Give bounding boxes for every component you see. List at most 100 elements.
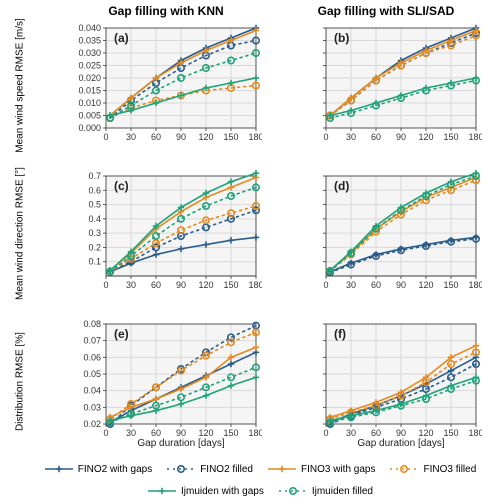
svg-text:150: 150 [443,132,458,142]
svg-text:0.1: 0.1 [88,257,101,267]
legend-item-ijm_filled: Ijmuiden filled [278,484,373,498]
svg-text:0.7: 0.7 [88,171,101,181]
y-axis-label-row0: Mean wind speed RMSE [m/s] [15,16,26,156]
svg-text:150: 150 [223,428,238,438]
svg-text:0: 0 [103,428,108,438]
svg-text:150: 150 [443,428,458,438]
column-title-knn: Gap filling with KNN [70,4,262,18]
legend-swatch-fino3_filled [389,462,419,476]
svg-text:0.03: 0.03 [83,402,101,412]
svg-text:0.040: 0.040 [78,23,101,33]
svg-text:0: 0 [103,132,108,142]
svg-text:0.04: 0.04 [83,386,101,396]
svg-text:60: 60 [371,132,381,142]
panel-f: 0 30 60 90 120 150 180 (f) Gap duration [days] [290,318,482,448]
legend-label-fino3_filled: FINO3 filled [423,464,476,475]
svg-text:90: 90 [176,132,186,142]
svg-text:60: 60 [371,428,381,438]
svg-text:(e): (e) [114,327,129,341]
legend-swatch-ijm_gaps [147,484,177,498]
y-axis-label-row1: Mean wind direction RMSE [°] [15,164,26,304]
legend-item-fino3_filled: FINO3 filled [389,462,476,476]
svg-text:60: 60 [151,280,161,290]
svg-text:30: 30 [346,132,356,142]
svg-text:0: 0 [103,280,108,290]
svg-text:(a): (a) [114,31,129,45]
svg-text:90: 90 [396,132,406,142]
panel-b: 0 30 60 90 120 150 180 (b) [290,22,482,152]
svg-text:120: 120 [418,428,433,438]
svg-text:90: 90 [396,428,406,438]
svg-text:0.02: 0.02 [83,419,101,429]
svg-text:150: 150 [443,280,458,290]
svg-text:0.020: 0.020 [78,73,101,83]
svg-text:0.08: 0.08 [83,319,101,329]
legend-swatch-ijm_filled [278,484,308,498]
panel-e: 03060901201501800.020.030.040.050.060.07… [70,318,262,448]
svg-text:30: 30 [346,280,356,290]
svg-text:(b): (b) [334,31,349,45]
legend-label-fino2_filled: FINO2 filled [200,464,253,475]
column-title-slisad: Gap filling with SLI/SAD [290,4,482,18]
legend-swatch-fino2_filled [166,462,196,476]
svg-text:(c): (c) [114,179,129,193]
legend-label-fino2_gaps: FINO2 with gaps [78,464,152,475]
svg-text:0.4: 0.4 [88,214,101,224]
legend-item-fino2_gaps: FINO2 with gaps [44,462,152,476]
svg-text:0.05: 0.05 [83,369,101,379]
panel-c: 0 30 60 90 120 150 180 0.1 0.2 0.3 0.4 0.5 0.6 0.7 (c) [70,170,262,300]
svg-text:180: 180 [468,132,482,142]
svg-text:0.06: 0.06 [83,352,101,362]
svg-text:0.000: 0.000 [78,123,101,133]
svg-text:0: 0 [323,428,328,438]
svg-text:120: 120 [198,428,213,438]
svg-text:30: 30 [126,132,136,142]
legend-label-ijm_gaps: Ijmuiden with gaps [181,486,264,497]
figure: Gap filling with KNN Gap filling with SLI… [0,0,500,504]
svg-text:150: 150 [223,280,238,290]
svg-text:0: 0 [323,132,328,142]
panel-d: 0 30 60 90 120 150 180 (d) [290,170,482,300]
legend-label-fino3_gaps: FINO3 with gaps [301,464,375,475]
svg-text:180: 180 [248,132,262,142]
svg-text:0: 0 [323,280,328,290]
svg-text:(d): (d) [334,179,349,193]
panel-a: 03060901201501800.0000.0050.0100.0150.02… [70,22,262,152]
svg-text:180: 180 [468,280,482,290]
svg-text:0.3: 0.3 [88,228,101,238]
svg-text:30: 30 [126,428,136,438]
legend-item-ijm_gaps: Ijmuiden with gaps [147,484,264,498]
svg-text:0.2: 0.2 [88,242,101,252]
legend-swatch-fino3_gaps [267,462,297,476]
svg-text:120: 120 [198,280,213,290]
svg-text:30: 30 [126,280,136,290]
legend-label-ijm_filled: Ijmuiden filled [312,486,373,497]
svg-text:0.015: 0.015 [78,86,101,96]
svg-text:90: 90 [396,280,406,290]
svg-text:120: 120 [418,132,433,142]
svg-text:0.010: 0.010 [78,98,101,108]
svg-text:180: 180 [468,428,482,438]
svg-text:Gap duration [days]: Gap duration [days] [357,438,444,448]
svg-text:60: 60 [371,280,381,290]
legend: FINO2 with gaps FINO2 filled FINO3 with ga… [40,462,480,498]
svg-text:0.030: 0.030 [78,48,101,58]
svg-text:180: 180 [248,280,262,290]
svg-text:0.5: 0.5 [88,200,101,210]
legend-item-fino3_gaps: FINO3 with gaps [267,462,375,476]
svg-text:90: 90 [176,280,186,290]
legend-swatch-fino2_gaps [44,462,74,476]
svg-text:60: 60 [151,132,161,142]
svg-text:30: 30 [346,428,356,438]
svg-text:0.035: 0.035 [78,36,101,46]
legend-item-fino2_filled: FINO2 filled [166,462,253,476]
svg-text:Gap duration [days]: Gap duration [days] [137,438,224,448]
svg-text:90: 90 [176,428,186,438]
svg-text:0.025: 0.025 [78,61,101,71]
svg-text:120: 120 [198,132,213,142]
svg-text:60: 60 [151,428,161,438]
svg-text:180: 180 [248,428,262,438]
svg-text:(f): (f) [334,327,346,341]
svg-text:120: 120 [418,280,433,290]
svg-text:0.6: 0.6 [88,185,101,195]
